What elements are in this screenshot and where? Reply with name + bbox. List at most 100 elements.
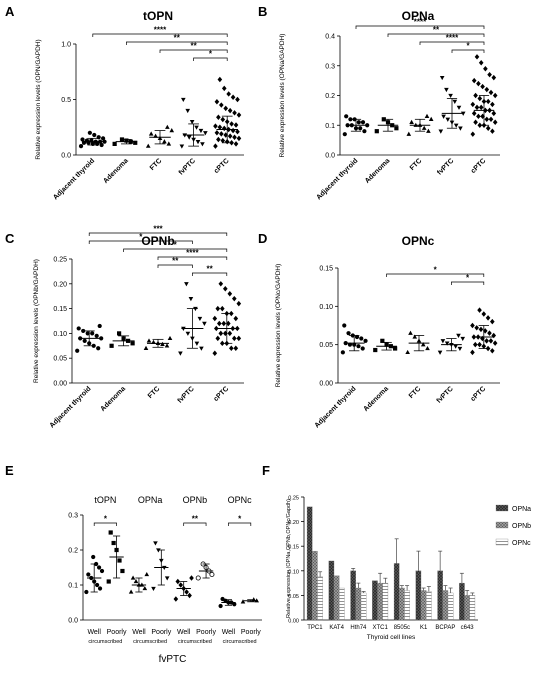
chart-e-data-point bbox=[84, 589, 89, 595]
chart-a-sig-label: ** bbox=[174, 34, 181, 43]
chart-c-data-point bbox=[227, 290, 233, 297]
chart-b-data-point bbox=[490, 128, 495, 134]
chart-f-ytick-label: 0.05 bbox=[288, 594, 299, 600]
chart-a-data-point-shape bbox=[195, 140, 201, 145]
chart-e-sig-label: * bbox=[238, 515, 242, 524]
chart-a-data-point bbox=[87, 130, 92, 135]
chart-a-data-point-shape bbox=[186, 135, 192, 140]
chart-b-data-point-shape bbox=[448, 93, 453, 99]
chart-e-xtick-label: Poorly bbox=[241, 629, 261, 636]
chart-c-data-point-shape bbox=[233, 345, 239, 352]
chart-f-bar-opnb bbox=[312, 550, 318, 621]
chart-d-ylabel: Relative expression levels (OPNc/GAPDH) bbox=[275, 264, 282, 388]
chart-a-data-point-shape bbox=[235, 96, 240, 103]
chart-a-data-point bbox=[235, 96, 240, 103]
chart-f-bar-opna bbox=[350, 570, 356, 621]
chart-d-data-point-shape bbox=[492, 340, 498, 346]
chart-e-data-point bbox=[111, 540, 116, 546]
chart-f-bar-opnc bbox=[447, 592, 454, 621]
chart-e-data-point bbox=[156, 548, 161, 553]
chart-a-data-point-shape bbox=[169, 128, 175, 133]
chart-d-data-point bbox=[412, 334, 418, 339]
chart-e-xtick-label: Poorly bbox=[151, 629, 171, 636]
chart-c-data-point bbox=[96, 346, 101, 351]
chart-c-data-point bbox=[109, 343, 114, 348]
chart-a-data-point-shape bbox=[220, 116, 226, 123]
chart-a-data-point bbox=[217, 124, 223, 130]
chart-c-sig-bracket bbox=[192, 272, 228, 276]
chart-b-data-point bbox=[490, 101, 495, 108]
chart-f-ytick-label: 0.20 bbox=[288, 520, 299, 526]
chart-f-category-label: KAT4 bbox=[329, 625, 344, 631]
chart-b-data-point bbox=[473, 119, 478, 126]
chart-d-data-point bbox=[408, 330, 413, 335]
chart-d-data-point-shape bbox=[342, 323, 347, 328]
chart-a-data-point bbox=[213, 143, 218, 149]
chart-e-sub-label: circumscribed bbox=[88, 639, 122, 645]
chart-a-data-point-shape bbox=[213, 143, 218, 149]
chart-b-data-point bbox=[444, 87, 449, 93]
chart-c-data-point-shape bbox=[143, 345, 149, 350]
chart-e-isoform-label: tOPN bbox=[94, 495, 116, 505]
chart-a-data-point-shape bbox=[227, 133, 233, 139]
chart-e-isoform-label: OPNc bbox=[228, 495, 253, 505]
chart-f-ytick-label: 0.15 bbox=[288, 545, 299, 551]
chart-b-data-point bbox=[356, 120, 361, 125]
chart-b-sig-bracket bbox=[419, 41, 485, 45]
chart-f-bar-opnb bbox=[399, 587, 405, 621]
chart-a-data-point bbox=[223, 105, 229, 112]
chart-b-data-point bbox=[360, 120, 366, 125]
chart-c-data-point bbox=[222, 286, 228, 292]
chart-a-data-point-shape bbox=[181, 97, 186, 103]
chart-a-data-point bbox=[189, 120, 195, 125]
chart-b-data-point-shape bbox=[492, 92, 498, 99]
chart-c-data-point-shape bbox=[219, 305, 225, 312]
chart-b-data-point-shape bbox=[490, 101, 495, 108]
chart-b-data-point bbox=[488, 89, 494, 96]
chart-e-xtick-label: Well bbox=[177, 629, 191, 636]
chart-c-data-point-shape bbox=[221, 320, 227, 327]
chart-d-data-point-shape bbox=[437, 350, 443, 355]
chart-a-data-point-shape bbox=[99, 142, 104, 148]
chart-b-data-point bbox=[492, 119, 498, 126]
chart-a-data-point-shape bbox=[145, 143, 151, 148]
chart-c-data-point-shape bbox=[236, 335, 242, 342]
chart-c-sig-bracket bbox=[88, 232, 228, 236]
chart-f-bar-opnc bbox=[404, 590, 410, 621]
chart-a-data-point bbox=[233, 141, 239, 147]
chart-a-data-point-shape bbox=[78, 144, 84, 149]
chart-d-data-point bbox=[489, 348, 495, 354]
chart-e-data-point bbox=[99, 568, 105, 574]
chart-d-sig-label: * bbox=[466, 274, 470, 283]
chart-c-data-point-shape bbox=[82, 338, 87, 343]
chart-c-data-point-shape bbox=[218, 281, 224, 287]
chart-b-data-point bbox=[476, 80, 481, 87]
chart-c-data-point bbox=[231, 295, 237, 302]
chart-d-data-point bbox=[444, 341, 450, 346]
chart-a-data-point bbox=[219, 102, 224, 108]
chart-f-category-label: TPC1 bbox=[307, 625, 323, 631]
chart-a-data-point-shape bbox=[236, 112, 242, 118]
chart-a-data-point-shape bbox=[216, 136, 221, 143]
chart-b-data-point bbox=[487, 71, 492, 78]
chart-a-data-point bbox=[235, 128, 240, 135]
chart-d-data-point bbox=[481, 311, 487, 317]
chart-f-bar-opnc bbox=[317, 576, 323, 621]
chart-c-data-point bbox=[160, 341, 165, 346]
chart-c-category-label: Adenoma bbox=[100, 385, 128, 413]
chart-c-ytick-label: 0.15 bbox=[53, 306, 67, 313]
chart-b-data-point bbox=[484, 116, 490, 123]
chart-f-ytick-label: 0.10 bbox=[288, 569, 299, 575]
chart-f-legend-swatch bbox=[495, 521, 509, 529]
chart-f-legend-label: OPNc bbox=[512, 540, 531, 547]
chart-e-data-point-shape bbox=[142, 585, 148, 591]
chart-d-data-point-shape bbox=[487, 330, 492, 336]
chart-c-data-point-shape bbox=[164, 343, 170, 348]
chart-c-data-point bbox=[218, 330, 224, 337]
chart-c-data-point bbox=[193, 306, 198, 312]
chart-d-ytick-label: 0.00 bbox=[319, 381, 333, 388]
chart-c-data-point bbox=[197, 316, 203, 322]
chart-c-data-point-shape bbox=[97, 323, 102, 329]
chart-c-data-point-shape bbox=[117, 331, 122, 336]
